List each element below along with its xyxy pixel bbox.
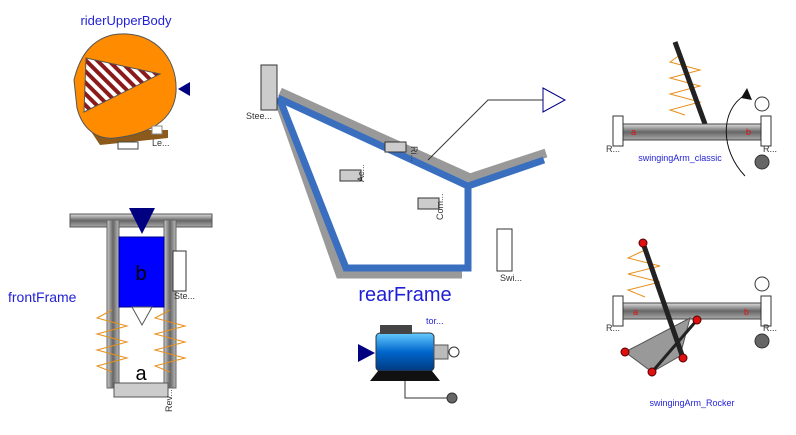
front-frame-bottom-port-label: Rev... — [164, 389, 174, 412]
rocker-joint-rod-icon — [692, 315, 702, 325]
front-frame-bottom-plate[interactable] — [113, 382, 169, 398]
rocker-port-left-label: R... — [606, 323, 620, 333]
rocker-support-icon[interactable] — [754, 333, 770, 349]
torque-label: tor... — [426, 316, 444, 326]
rear-frame-steer-port[interactable] — [260, 64, 278, 111]
rocker-damper-rod — [640, 242, 686, 359]
motor-shaft — [433, 344, 449, 360]
rear-frame-swing-port[interactable] — [496, 228, 513, 272]
motor-body — [375, 332, 435, 372]
front-spring-left-icon — [95, 309, 129, 373]
rocker-link — [650, 319, 699, 373]
swinging-arm-rocker-component[interactable]: a b R... R... swingingArm_Rocker — [606, 238, 777, 408]
front-slider-label: a — [135, 363, 147, 385]
rocker-port-left-box[interactable] — [612, 295, 624, 327]
classic-port-left-box[interactable] — [612, 115, 624, 147]
rear-frame-com-port[interactable] — [417, 197, 440, 210]
visor-shape — [83, 57, 162, 113]
front-slider-pointer — [131, 306, 153, 327]
classic-arm-rod — [617, 123, 767, 141]
classic-port-right-box[interactable] — [760, 115, 772, 147]
rear-frame-component[interactable]: Stee... Ri... Ac... Com... Swi... rearFr… — [246, 64, 567, 306]
rocker-joint-bottom-icon — [647, 367, 657, 377]
rider-port-label: Le... — [152, 138, 170, 148]
torque-input-connector-icon[interactable] — [358, 344, 375, 362]
rocker-joint-left-icon — [620, 347, 630, 357]
front-frame-label: frontFrame — [8, 289, 77, 305]
rider-port-box[interactable] — [151, 125, 163, 135]
classic-port-left-label: R... — [606, 144, 620, 154]
front-frame-component[interactable]: b a Ste... Rev... frontFrame — [8, 208, 213, 412]
rocker-joint-right-icon — [678, 353, 688, 363]
rider-frame-box[interactable] — [117, 141, 139, 150]
rocker-frame-b-label: b — [744, 307, 749, 317]
classic-frame-b-label: b — [746, 127, 751, 137]
front-frame-port-box[interactable] — [172, 250, 187, 292]
classic-support-icon[interactable] — [754, 154, 770, 170]
rider-connector-icon[interactable] — [178, 82, 190, 96]
motor-top — [380, 325, 412, 334]
rocker-port-right-label: R... — [763, 323, 777, 333]
swinging-arm-classic-component[interactable]: a b R... R... swingingArm_classic — [606, 41, 777, 177]
front-connector-top-icon[interactable] — [129, 208, 155, 234]
rear-frame-bottom-tube — [276, 98, 472, 272]
torque-component[interactable]: tor... — [358, 316, 460, 404]
rider-upper-body-label: riderUpperBody — [80, 13, 172, 28]
rear-frame-rider-port[interactable] — [384, 141, 407, 153]
rocker-name-label: swingingArm_Rocker — [649, 398, 734, 408]
torque-flange-b-icon[interactable] — [448, 346, 460, 358]
rocker-flange-icon[interactable] — [754, 276, 770, 292]
rear-frame-output-connector-icon[interactable] — [542, 87, 567, 113]
rider-upper-body-component[interactable]: riderUpperBody Le... — [73, 13, 190, 150]
classic-rotation-arc — [725, 94, 746, 177]
rear-frame-swing-label: Swi... — [500, 273, 522, 283]
classic-name-label: swingingArm_classic — [638, 153, 722, 163]
rocker-joint-top-icon — [638, 238, 648, 248]
rear-frame-com-label: Com... — [435, 193, 445, 220]
rear-frame-shadow-top — [278, 87, 548, 183]
classic-port-right-label: R... — [763, 144, 777, 154]
rear-frame-label: rearFrame — [358, 284, 451, 306]
front-spring-right-icon — [153, 309, 187, 373]
motor-base — [370, 371, 440, 381]
front-body-label: b — [135, 263, 146, 285]
torque-support-line — [404, 381, 451, 399]
torque-support-icon[interactable] — [446, 392, 458, 404]
rocker-spring-icon — [626, 249, 661, 298]
rocker-frame-a-label: a — [633, 307, 638, 317]
classic-spring-icon — [668, 54, 702, 116]
classic-frame-a-label: a — [631, 127, 636, 137]
rear-frame-accel-port[interactable] — [339, 169, 362, 182]
classic-damper-rod — [672, 41, 708, 125]
rear-frame-rider-label: Ri... — [409, 146, 419, 162]
rear-frame-accel-label: Ac... — [356, 164, 366, 182]
classic-rotation-arrow-icon — [741, 88, 752, 100]
rear-frame-steer-label: Stee... — [246, 111, 272, 121]
rocker-port-right-box[interactable] — [760, 295, 772, 327]
rear-frame-output-line — [427, 99, 543, 161]
front-frame-port-label: Ste... — [174, 291, 195, 301]
classic-flange-icon[interactable] — [754, 96, 770, 112]
rear-frame-shadow-bottom — [273, 96, 462, 279]
